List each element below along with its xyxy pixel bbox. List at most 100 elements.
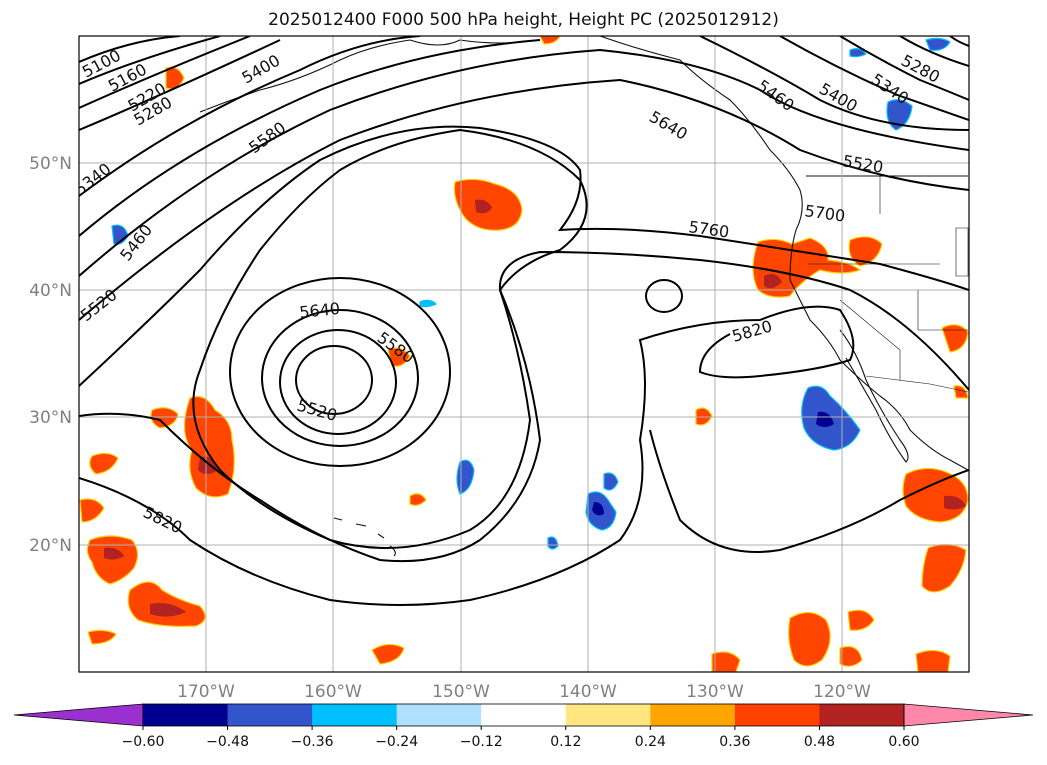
colorbar-cell bbox=[565, 704, 651, 726]
contour-label: 5520 bbox=[841, 151, 884, 177]
height-contours bbox=[79, 36, 969, 606]
anomaly-blob bbox=[941, 324, 969, 353]
anomaly-blob bbox=[79, 498, 105, 523]
anomaly-blob bbox=[915, 649, 951, 672]
contour-line bbox=[949, 36, 969, 47]
colorbar-extend-low bbox=[13, 703, 144, 727]
contour-line bbox=[79, 48, 969, 277]
lon-label: 160°W bbox=[304, 682, 362, 702]
us-state-border bbox=[955, 227, 969, 277]
anomaly-blob bbox=[925, 37, 951, 51]
colorbar-cell bbox=[143, 704, 229, 726]
hawaii-islands bbox=[333, 517, 396, 557]
graticule bbox=[79, 36, 969, 672]
colorbar-tick-label: 0.60 bbox=[888, 734, 919, 750]
latitude-labels: 50°N 40°N 30°N 20°N bbox=[29, 154, 72, 556]
colorbar-tick-label: −0.24 bbox=[375, 734, 418, 750]
anomaly-blob bbox=[86, 535, 139, 585]
lon-label: 150°W bbox=[432, 682, 490, 702]
anomaly-blob bbox=[87, 629, 117, 645]
lon-label: 140°W bbox=[559, 682, 617, 702]
colorbar-cell bbox=[227, 704, 313, 726]
contour-line bbox=[79, 36, 421, 197]
north-america-coast bbox=[599, 36, 969, 471]
chart-title: 2025012400 F000 500 hPa height, Height P… bbox=[268, 10, 779, 30]
contour-label: 5820 bbox=[140, 503, 185, 538]
colorbar-cell bbox=[819, 704, 905, 726]
anomaly-blob bbox=[371, 643, 405, 665]
map-frame bbox=[78, 35, 970, 673]
contour-line bbox=[79, 125, 969, 387]
lat-label: 40°N bbox=[29, 281, 72, 301]
lat-label: 50°N bbox=[29, 154, 72, 174]
anomaly-blob-core bbox=[475, 199, 492, 214]
negative-anomaly-shading bbox=[111, 37, 951, 550]
contour-line bbox=[645, 279, 683, 313]
anomaly-blob bbox=[788, 611, 831, 667]
colorbar-cell bbox=[312, 704, 398, 726]
anomaly-blob bbox=[849, 48, 867, 58]
colorbar-tick-label: −0.12 bbox=[460, 734, 503, 750]
anomaly-blob-core bbox=[150, 603, 186, 617]
colorbar-cell bbox=[734, 704, 820, 726]
colorbar-cell bbox=[650, 704, 736, 726]
anomaly-blob bbox=[183, 395, 235, 498]
anomaly-blob bbox=[387, 347, 411, 367]
contour-line bbox=[839, 36, 969, 101]
lat-label: 30°N bbox=[29, 408, 72, 428]
mexico-border bbox=[865, 375, 969, 393]
anomaly-blob bbox=[711, 651, 741, 672]
baja-peninsula-coast bbox=[839, 329, 909, 463]
contour-line bbox=[649, 429, 969, 553]
contour-label: 5400 bbox=[816, 79, 861, 116]
contour-line bbox=[79, 36, 181, 63]
contour-line bbox=[899, 36, 969, 67]
aleutian-islands bbox=[199, 39, 411, 113]
anomaly-blob bbox=[848, 236, 883, 267]
contour-label: 5700 bbox=[803, 201, 846, 225]
colorbar-tick-label: 0.48 bbox=[804, 734, 835, 750]
contour-line bbox=[79, 39, 281, 131]
contour-line bbox=[192, 128, 588, 549]
contour-line bbox=[79, 78, 969, 321]
contour-line bbox=[261, 309, 419, 447]
contour-label: 5760 bbox=[687, 217, 730, 241]
anomaly-blob bbox=[921, 543, 967, 593]
lat-label: 20°N bbox=[29, 536, 72, 556]
anomaly-blob-core bbox=[592, 502, 604, 516]
us-state-border bbox=[917, 290, 968, 331]
colorbar-cell bbox=[396, 704, 482, 726]
anomaly-blob bbox=[409, 493, 427, 506]
contour-line bbox=[79, 305, 855, 606]
colorbar-tick-label: −0.36 bbox=[291, 734, 334, 750]
contour-line bbox=[79, 36, 221, 85]
anomaly-blob bbox=[886, 99, 913, 131]
contour-line bbox=[295, 345, 373, 415]
colorbar-tick-label: −0.60 bbox=[122, 734, 165, 750]
colorbar-cell bbox=[481, 704, 567, 726]
anomaly-blob bbox=[902, 467, 969, 523]
anomaly-blob bbox=[150, 407, 179, 429]
anomaly-blob bbox=[539, 36, 561, 45]
map-area: 5100 5160 5220 5280 5400 5580 5340 5460 … bbox=[71, 36, 969, 672]
coastlines bbox=[199, 36, 969, 557]
anomaly-blob bbox=[847, 609, 875, 631]
lon-label: 120°W bbox=[813, 682, 871, 702]
longitude-labels: 170°W 160°W 150°W 140°W 130°W 120°W bbox=[177, 682, 871, 702]
contour-line bbox=[779, 36, 969, 121]
anomaly-blob-core bbox=[104, 547, 124, 560]
contour-label: 5640 bbox=[298, 299, 340, 322]
contour-line bbox=[699, 36, 969, 131]
anomaly-blob bbox=[89, 452, 119, 475]
us-state-border bbox=[839, 299, 901, 380]
contour-line bbox=[79, 39, 541, 237]
anomaly-blob bbox=[839, 645, 863, 667]
anomaly-blob-core bbox=[764, 274, 782, 289]
contour-label: 5460 bbox=[754, 76, 798, 115]
colorbar-tick-label: 0.24 bbox=[635, 734, 666, 750]
lon-label: 170°W bbox=[177, 682, 235, 702]
positive-anomaly-shading bbox=[79, 36, 969, 672]
contour-label: 5340 bbox=[71, 159, 115, 199]
contour-line bbox=[229, 277, 451, 467]
